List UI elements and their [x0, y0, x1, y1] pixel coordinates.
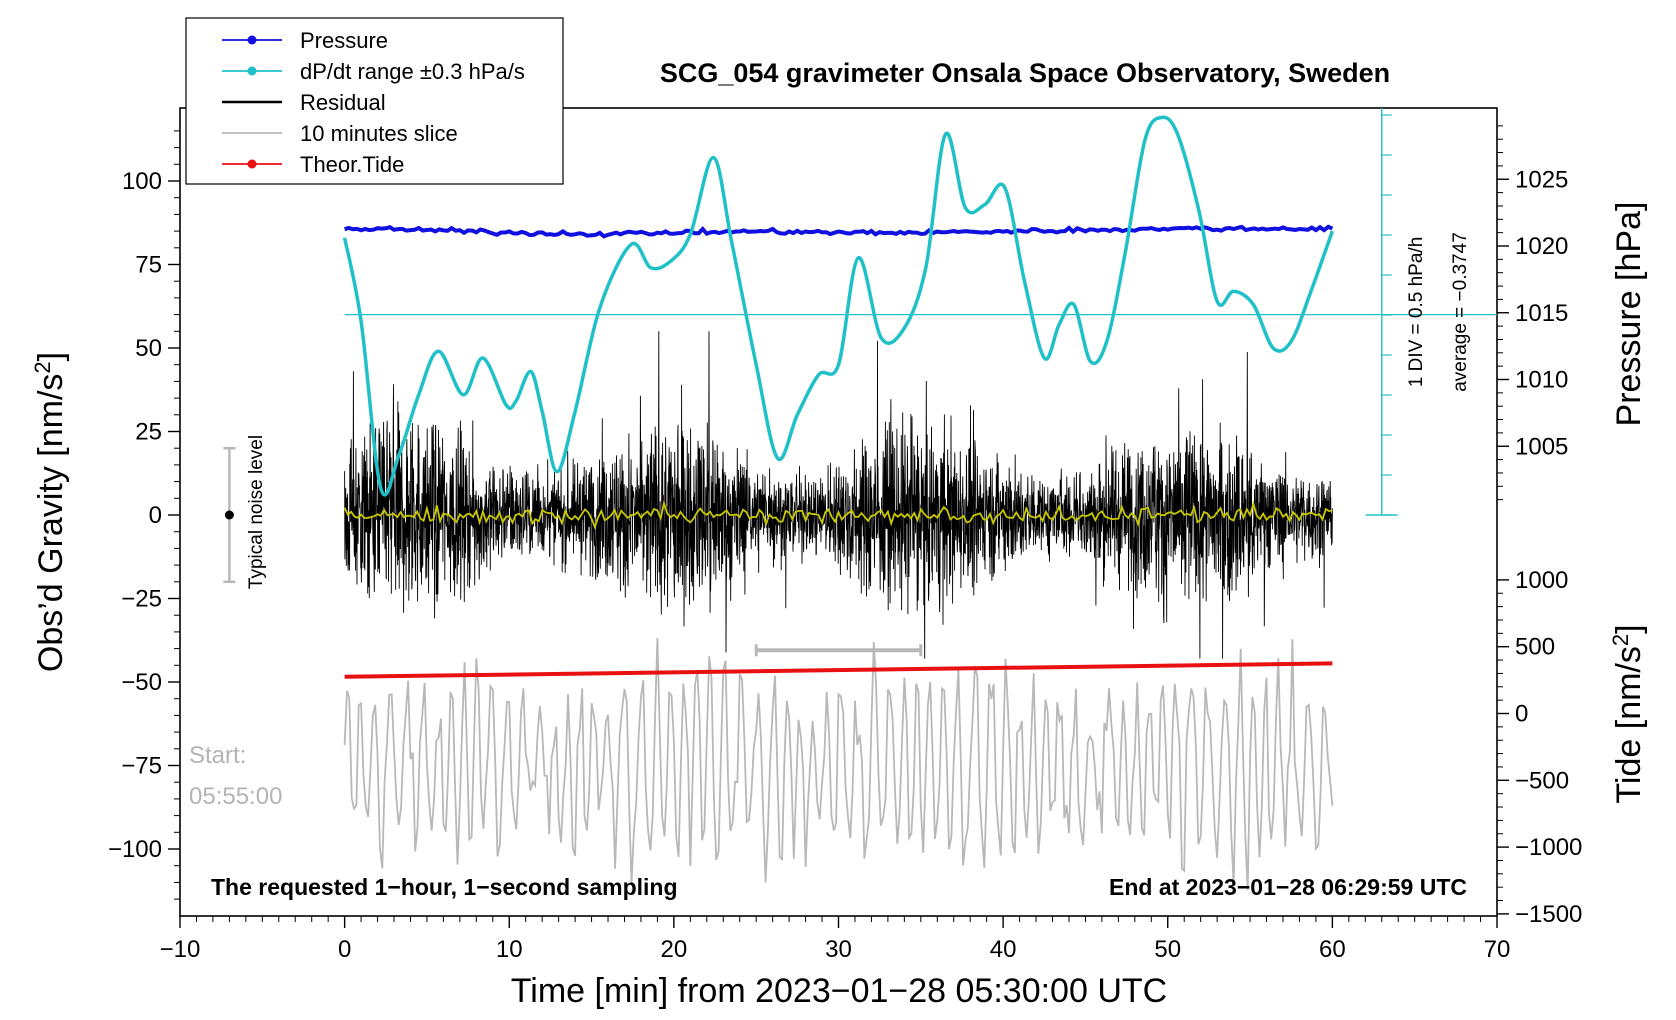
residual-smoothed-line — [343, 499, 1333, 530]
y-left-axis-ticks: −100 −75 −50 −25 0 25 50 75 100 — [108, 130, 180, 900]
dpdt-line — [342, 115, 1335, 497]
chart-title: SCG_054 gravimeter Onsala Space Observat… — [660, 58, 1390, 88]
y-left-tick-label: 0 — [149, 502, 162, 529]
legend-label: 10 minutes slice — [300, 121, 458, 146]
slice-series — [343, 637, 1334, 891]
legend-label: Pressure — [300, 28, 388, 53]
end-time-annotation: End at 2023−01−28 06:29:59 UTC — [1109, 874, 1467, 900]
y-left-label-text: Obs’d Gravity [nm/s — [32, 374, 70, 673]
y-left-tick-label: −100 — [108, 836, 162, 863]
x-axis-ticks: −10 0 10 20 30 40 50 60 70 — [160, 916, 1511, 963]
legend: Pressure dP/dt range ±0.3 hPa/s Residual 10… — [185, 17, 564, 185]
tide-tick-label: 500 — [1515, 634, 1555, 661]
slice-start-time: 05:55:00 — [189, 783, 282, 810]
dpdt-average-annotation: average = −0.3747 — [1450, 232, 1471, 392]
y-left-axis-label: Obs’d Gravity [nm/s2] — [30, 352, 70, 672]
pressure-line — [344, 224, 1334, 239]
dpdt-scale-axis — [344, 108, 1497, 516]
pressure-axis-label: Pressure [hPa] — [1610, 202, 1648, 427]
pressure-tick-label: 1025 — [1515, 166, 1568, 193]
legend-marker — [247, 35, 257, 45]
pressure-axis-ticks: 1005 1010 1015 1020 1025 — [1497, 125, 1568, 501]
slice-line — [343, 637, 1334, 891]
x-axis-label: Time [min] from 2023−01−28 05:30:00 UTC — [511, 972, 1167, 1010]
x-tick-label: −10 — [160, 936, 201, 963]
slice-start-label: Start: — [189, 742, 246, 769]
y-left-tick-label: −75 — [121, 753, 162, 780]
tide-label-sup: 2 — [1608, 634, 1633, 646]
pressure-tick-label: 1010 — [1515, 367, 1568, 394]
y-left-tick-label: 25 — [135, 419, 162, 446]
tide-label-close: ] — [1610, 624, 1648, 633]
noise-level-label: Typical noise level — [246, 435, 267, 589]
x-tick-label: 70 — [1484, 936, 1511, 963]
x-tick-label: 30 — [825, 936, 852, 963]
y-left-tick-label: −50 — [121, 669, 162, 696]
tide-tick-label: 1000 — [1515, 567, 1568, 594]
tide-label-text: Tide [nm/s — [1610, 646, 1648, 803]
legend-marker — [247, 66, 257, 76]
y-left-label-close: ] — [32, 352, 70, 361]
x-tick-label: 50 — [1154, 936, 1181, 963]
tide-axis-ticks: −1500 −1000 −500 0 500 1000 — [1497, 567, 1582, 928]
tide-tick-label: −1000 — [1515, 834, 1582, 861]
noise-center-dot — [224, 510, 234, 520]
legend-marker — [247, 159, 257, 169]
x-tick-label: 40 — [990, 936, 1017, 963]
tide-axis-label: Tide [nm/s2] — [1608, 624, 1648, 803]
residual-series — [343, 331, 1333, 659]
residual-line — [344, 331, 1333, 659]
main-series — [342, 115, 1335, 679]
y-left-tick-label: 100 — [122, 168, 162, 195]
legend-label: Theor.Tide — [300, 152, 404, 177]
x-tick-label: 0 — [338, 936, 351, 963]
legend-label: dP/dt range ±0.3 hPa/s — [300, 59, 525, 84]
legend-label: Residual — [300, 90, 386, 115]
sampling-annotation: The requested 1−hour, 1−second sampling — [211, 874, 678, 900]
y-left-tick-label: 50 — [135, 335, 162, 362]
x-tick-label: 10 — [496, 936, 523, 963]
y-left-label-sup: 2 — [30, 361, 55, 373]
dpdt-division-annotation: 1 DIV = 0.5 hPa/h — [1406, 237, 1427, 388]
tide-tick-label: −500 — [1515, 767, 1569, 794]
pressure-tick-label: 1005 — [1515, 433, 1568, 460]
noise-level-indicator — [223, 446, 236, 584]
tide-tick-label: 0 — [1515, 701, 1528, 728]
y-left-tick-label: −25 — [121, 586, 162, 613]
y-left-tick-label: 75 — [135, 252, 162, 279]
pressure-tick-label: 1020 — [1515, 233, 1568, 260]
x-tick-label: 20 — [661, 936, 688, 963]
tide-tick-label: −1500 — [1515, 901, 1582, 928]
x-tick-label: 60 — [1319, 936, 1346, 963]
theor-tide-line — [344, 661, 1333, 679]
pressure-tick-label: 1015 — [1515, 300, 1568, 327]
